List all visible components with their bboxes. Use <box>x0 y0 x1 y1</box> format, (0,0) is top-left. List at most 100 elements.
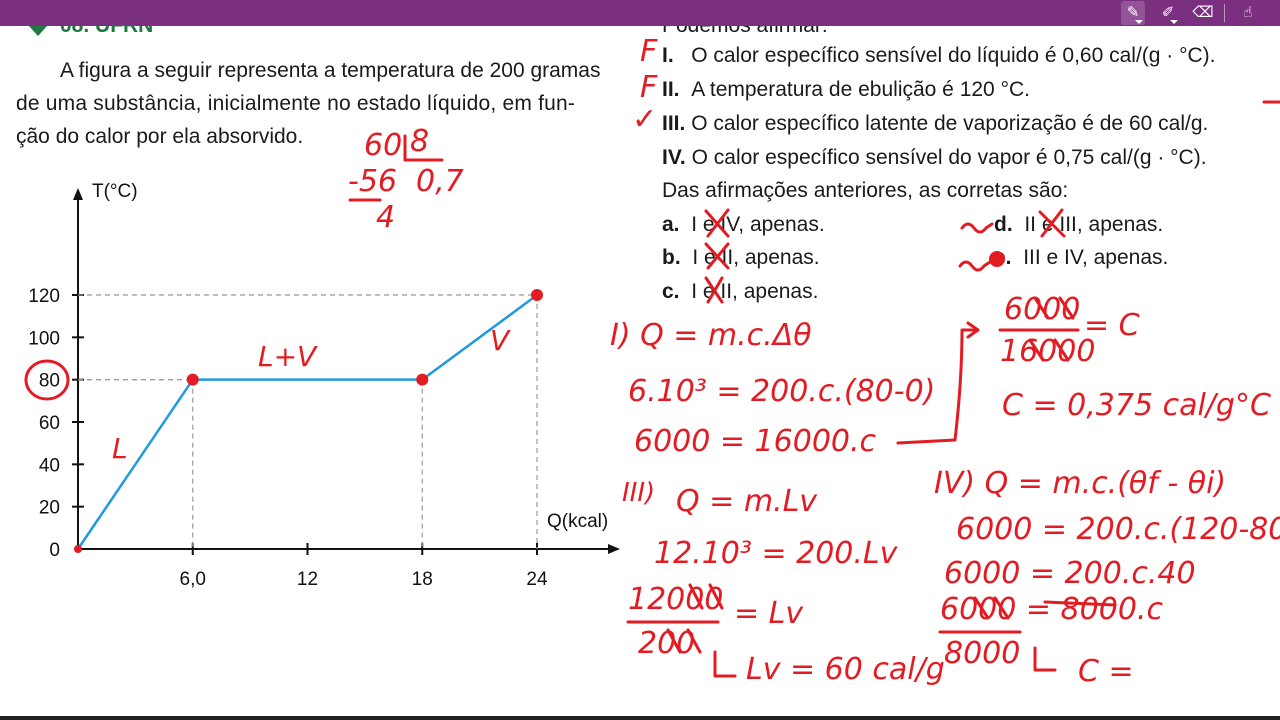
cancel-zeros-3 <box>688 583 724 610</box>
division-remainder: 4 <box>376 200 396 235</box>
hook-arrow-2 <box>1033 646 1057 672</box>
statement-1: I. O calor específico sensível do líquid… <box>662 44 1216 68</box>
statement-number: II. <box>662 78 680 101</box>
option-c[interactable]: c. I e II, apenas. <box>662 280 818 304</box>
question-header-clip: 08. UFRN <box>16 26 216 38</box>
mark-false-2: F <box>640 70 658 105</box>
work-I-line-1: I) Q = m.c.Δθ <box>610 318 812 353</box>
division-dividend: 60 <box>364 128 403 163</box>
data-point <box>416 373 429 386</box>
right-intro: Podemos afirmar: <box>662 26 828 38</box>
annotation-toolbar <box>0 0 1280 26</box>
statement-text: O calor específico latente de vaporizaçã… <box>691 112 1209 135</box>
y-axis-label: T(°C) <box>92 181 138 202</box>
header-badge-icon <box>29 26 47 36</box>
work-III-line-2: 12.10³ = 200.Lv <box>654 536 898 571</box>
x-tick-label: 18 <box>412 569 433 590</box>
question-number: 08. UFRN <box>60 26 153 38</box>
region-annotation: L+V <box>258 340 318 373</box>
question-line-3: ção do calor por ela absorvido. <box>16 125 304 148</box>
work-I-line-3: 6000 = 16000.c <box>634 424 877 459</box>
statement-number: I. <box>662 44 674 67</box>
strike-8000 <box>1043 600 1117 607</box>
option-text: I e II, apenas. <box>691 280 819 303</box>
strike-option-d <box>1038 208 1066 238</box>
result-equals-c: = C <box>1084 308 1140 343</box>
squiggle-d <box>960 222 994 234</box>
strike-option-c <box>704 276 724 304</box>
y-tick-label: 120 <box>28 286 60 307</box>
cancel-zeros-4 <box>666 628 702 654</box>
arrow-head <box>966 321 980 339</box>
division-divisor: 8 <box>410 124 430 159</box>
data-point <box>531 289 543 301</box>
eraser-icon[interactable]: ⌫ <box>1192 4 1214 21</box>
cancel-zeros-1 <box>1033 296 1075 320</box>
pen-icon[interactable]: ✎ <box>1121 1 1145 25</box>
x-axis-arrow <box>608 544 620 554</box>
hook-arrow-1 <box>713 650 737 678</box>
y-tick-label: 80 <box>39 371 60 392</box>
region-annotation: L <box>112 432 128 465</box>
statement-number: III. <box>662 112 686 135</box>
mark-false-1: F <box>640 34 658 69</box>
division-subtract: -56 <box>348 164 397 199</box>
pointer-icon[interactable]: ☝ <box>1243 4 1253 21</box>
option-letter: a. <box>662 213 680 236</box>
result-c-value: C = 0,375 cal/g°C <box>1002 388 1271 423</box>
work-I-line-2: 6.10³ = 200.c.(80-0) <box>628 374 936 409</box>
y-tick-label: 0 <box>49 540 60 561</box>
statement-3: III. O calor específico latente de vapor… <box>662 112 1208 136</box>
toolbar-divider <box>1224 4 1225 22</box>
data-point <box>186 373 199 386</box>
option-letter: d. <box>994 213 1013 236</box>
selected-dot <box>989 251 1005 267</box>
squiggle-e <box>958 260 992 272</box>
cancel-zeros-2 <box>1028 338 1070 362</box>
work-III-result: Lv = 60 cal/g <box>746 652 945 687</box>
work-III-label: III) <box>622 478 656 508</box>
y-tick-label: 60 <box>39 413 60 434</box>
temperature-heat-chart: 0 20 40 60 80 100 120 6,0 12 18 24 T(°C) Q(kcal) L L+V… <box>28 181 620 590</box>
highlighter-icon[interactable]: ✐ <box>1156 1 1180 25</box>
option-letter: b. <box>662 246 681 269</box>
x-tick-label: 12 <box>297 569 318 590</box>
options-prompt: Das afirmações anteriores, as corretas s… <box>662 179 1069 202</box>
work-III-denominator: 200 <box>638 626 696 661</box>
y-tick-label: 40 <box>39 455 60 476</box>
statement-text: O calor específico sensível do vapor é 0… <box>691 146 1207 169</box>
statement-text: O calor específico sensível do líquido é… <box>691 44 1216 67</box>
statement-text: A temperatura de ebulição é 120 °C. <box>691 78 1030 101</box>
statement-number: IV. <box>662 146 686 169</box>
division-quotient: 0,7 <box>416 164 464 199</box>
bottom-border <box>0 716 1280 720</box>
data-point <box>74 545 82 553</box>
x-tick-label: 6,0 <box>180 569 206 590</box>
strike-option-b <box>704 242 730 270</box>
work-IV-line-1: IV) Q = m.c.(θf - θi) <box>934 466 1227 501</box>
work-III-numerator: 12000 <box>628 582 724 617</box>
work-IV-line-2: 6000 = 200.c.(120-80) <box>956 512 1280 547</box>
work-III-equals-lv: = Lv <box>734 596 804 631</box>
work-IV-line-4: 6000 = 8000.c <box>940 592 1163 627</box>
statement-2: II. A temperatura de ebulição é 120 °C. <box>662 78 1030 102</box>
option-letter: c. <box>662 280 680 303</box>
statement-4: IV. O calor específico sensível do vapor… <box>662 146 1207 170</box>
option-text: III e IV, apenas. <box>1023 246 1169 269</box>
x-tick-label: 24 <box>526 569 548 590</box>
division-bracket <box>403 134 444 162</box>
result-numerator: 6000 <box>1004 292 1081 327</box>
strike-option-a <box>704 208 730 238</box>
y-tick-label: 100 <box>28 328 60 349</box>
region-annotation: V <box>490 324 511 357</box>
arrow-to-result <box>896 328 977 445</box>
series-line <box>76 293 538 550</box>
question-text: A figura a seguir representa a temperatu… <box>16 54 642 153</box>
question-line-1: A figura a seguir representa a temperatu… <box>60 59 601 82</box>
y-axis-arrow <box>73 188 83 200</box>
mark-check: ✓ <box>632 102 658 137</box>
y-tick-label: 20 <box>39 498 60 519</box>
cancel-zeros-5 <box>973 596 1010 620</box>
right-intro-clip: Podemos afirmar: <box>662 26 962 38</box>
